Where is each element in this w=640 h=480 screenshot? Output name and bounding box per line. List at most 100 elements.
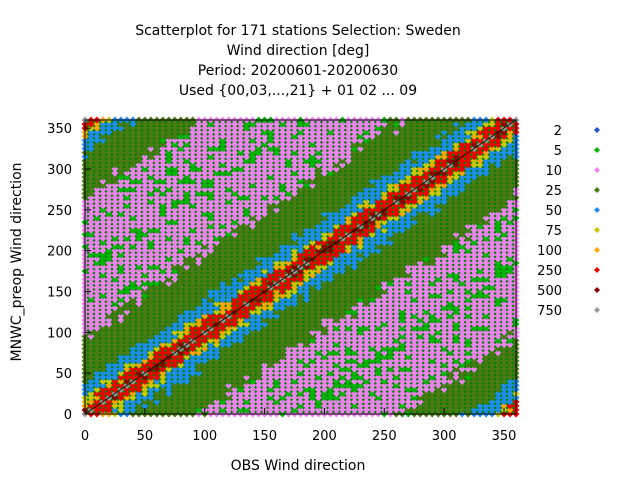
data-point	[129, 263, 137, 271]
data-point	[93, 328, 101, 336]
data-point	[159, 324, 167, 332]
data-point	[213, 300, 221, 308]
data-point	[201, 202, 209, 210]
data-point	[189, 165, 197, 173]
data-point	[243, 185, 251, 193]
data-point	[231, 390, 239, 398]
data-point	[183, 214, 191, 222]
data-point	[135, 398, 143, 406]
data-point	[135, 283, 143, 291]
data-point	[195, 234, 203, 242]
data-point	[99, 312, 107, 320]
data-point	[201, 337, 209, 344]
data-point	[189, 292, 197, 300]
data-point	[165, 120, 173, 128]
data-point	[237, 381, 245, 389]
data-point	[189, 120, 197, 128]
data-point	[135, 255, 143, 263]
data-point	[243, 357, 251, 365]
data-point	[189, 234, 197, 242]
data-point	[153, 234, 161, 242]
data-point	[189, 132, 197, 140]
data-point	[171, 377, 179, 385]
data-point	[213, 181, 221, 189]
data-point	[171, 341, 179, 349]
data-point	[117, 398, 125, 406]
data-point	[189, 136, 197, 144]
data-point	[87, 386, 95, 393]
data-point	[189, 263, 197, 271]
data-point	[135, 386, 143, 393]
data-point	[165, 177, 173, 185]
data-point	[117, 357, 125, 365]
data-point	[231, 255, 239, 263]
data-point	[237, 255, 245, 263]
data-point	[201, 357, 209, 365]
data-point	[141, 381, 149, 389]
data-point	[177, 239, 185, 246]
data-point	[147, 406, 155, 414]
data-point	[195, 243, 203, 251]
data-point	[123, 210, 131, 218]
data-point	[99, 288, 107, 295]
data-point	[165, 386, 173, 393]
data-point	[93, 316, 101, 324]
data-point	[93, 357, 101, 365]
data-point	[159, 251, 167, 259]
data-point	[87, 234, 95, 242]
data-point	[105, 381, 113, 389]
data-point	[201, 198, 209, 206]
data-point	[105, 239, 113, 246]
data-point	[207, 136, 215, 144]
data-point	[105, 328, 113, 336]
data-point	[231, 145, 239, 153]
data-point	[93, 320, 101, 328]
data-point	[129, 406, 137, 414]
data-point	[141, 124, 149, 132]
data-point	[153, 243, 161, 251]
data-point	[165, 181, 173, 189]
data-point	[105, 218, 113, 226]
data-point	[165, 341, 173, 349]
data-point	[171, 177, 179, 185]
data-point	[135, 198, 143, 206]
data-point	[231, 198, 239, 206]
data-point	[165, 406, 173, 414]
data-point	[153, 312, 161, 320]
data-point	[219, 218, 227, 226]
data-point	[87, 308, 95, 316]
data-point	[111, 149, 119, 157]
data-point	[237, 267, 245, 275]
data-point	[123, 243, 131, 251]
data-point	[93, 296, 101, 304]
data-point	[219, 185, 227, 193]
data-point	[135, 259, 143, 267]
data-point	[189, 373, 197, 381]
data-point	[207, 259, 215, 267]
data-point	[135, 153, 143, 161]
data-point	[243, 145, 251, 153]
data-point	[141, 345, 149, 353]
data-point	[195, 267, 203, 275]
data-point	[93, 369, 101, 377]
data-point	[141, 132, 149, 140]
data-point	[213, 402, 221, 410]
data-point	[135, 239, 143, 246]
data-point	[153, 177, 161, 185]
data-point	[135, 194, 143, 202]
data-point	[183, 194, 191, 202]
data-point	[99, 300, 107, 308]
data-point	[165, 230, 173, 238]
data-point	[135, 275, 143, 283]
data-point	[141, 230, 149, 238]
data-point	[171, 267, 179, 275]
data-point	[141, 153, 149, 161]
data-point	[141, 263, 149, 271]
data-point	[249, 394, 257, 402]
data-point	[123, 267, 131, 275]
data-point	[171, 406, 179, 414]
data-point	[225, 128, 233, 136]
data-point	[123, 145, 131, 153]
data-point	[141, 373, 149, 381]
data-point	[231, 386, 239, 393]
